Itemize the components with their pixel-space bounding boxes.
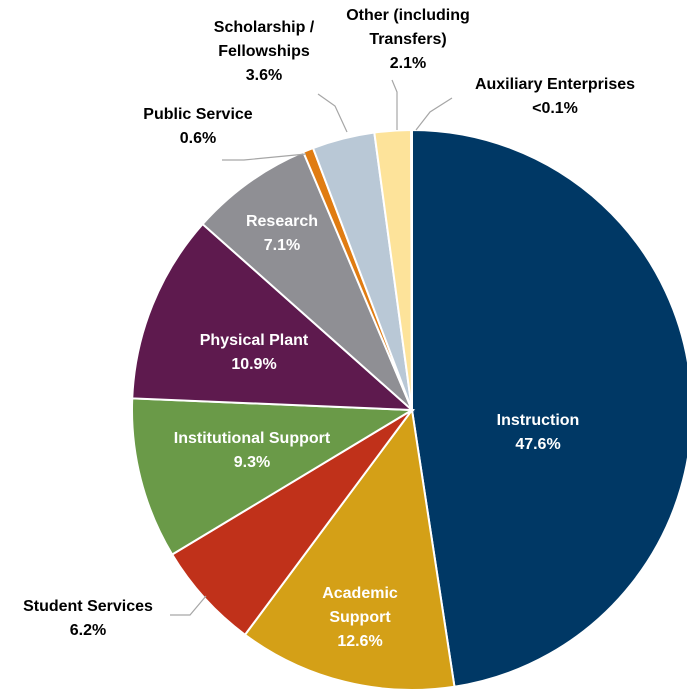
label-scholarship-fellowships: Scholarship / Fellowships 3.6% [214, 19, 315, 84]
leader-line-public-service [222, 153, 307, 161]
category-label: Physical Plant [200, 332, 309, 349]
category-label: Institutional Support [174, 430, 331, 447]
leader-line-scholarship-fellowships [317, 93, 348, 133]
slice-academic-support [243, 407, 456, 691]
value-label: 6.2% [70, 622, 106, 639]
category-label: Student Services [23, 598, 153, 615]
label-instruction: Instruction 47.6% [497, 412, 580, 453]
label-other-including-transfers: Other (including Transfers) 2.1% [346, 7, 470, 72]
value-label: 2.1% [390, 55, 426, 72]
value-label: 9.3% [234, 454, 270, 471]
label-physical-plant: Physical Plant 10.9% [200, 332, 309, 373]
slice-research [201, 150, 413, 411]
slice-auxiliary-enterprises [410, 128, 413, 411]
category-label: Support [329, 609, 391, 626]
category-label: Academic [322, 585, 398, 602]
label-research: Research 7.1% [246, 213, 318, 254]
pie-slices [131, 128, 687, 691]
leader-line-other-including-transfers [391, 79, 398, 130]
label-institutional-support: Institutional Support 9.3% [174, 430, 331, 471]
slice-physical-plant [131, 222, 415, 412]
leader-line-auxiliary-enterprises [415, 97, 453, 131]
label-academic-support: Academic Support 12.6% [322, 585, 398, 650]
value-label: 7.1% [264, 237, 300, 254]
category-label: Scholarship / [214, 19, 315, 36]
value-label: 47.6% [515, 436, 560, 453]
slice-instruction [411, 128, 687, 688]
category-label: Fellowships [218, 43, 310, 60]
category-label: Public Service [143, 106, 252, 123]
label-public-service: Public Service 0.6% [143, 106, 252, 147]
value-label: 3.6% [246, 67, 282, 84]
leader-line-student-services [170, 595, 207, 616]
leader-lines [170, 79, 453, 616]
value-label: 12.6% [337, 633, 382, 650]
category-label: Transfers) [369, 31, 446, 48]
value-label: <0.1% [532, 100, 578, 117]
category-label: Auxiliary Enterprises [475, 76, 635, 93]
category-label: Research [246, 213, 318, 230]
label-student-services: Student Services 6.2% [23, 598, 153, 639]
value-label: 10.9% [231, 356, 276, 373]
category-label: Other (including [346, 7, 470, 24]
value-label: 0.6% [180, 130, 216, 147]
label-auxiliary-enterprises: Auxiliary Enterprises <0.1% [475, 76, 635, 117]
slice-labels: Instruction 47.6% Academic Support 12.6% Stud… [23, 7, 635, 650]
category-label: Instruction [497, 412, 580, 429]
slice-institutional-support [131, 397, 416, 556]
